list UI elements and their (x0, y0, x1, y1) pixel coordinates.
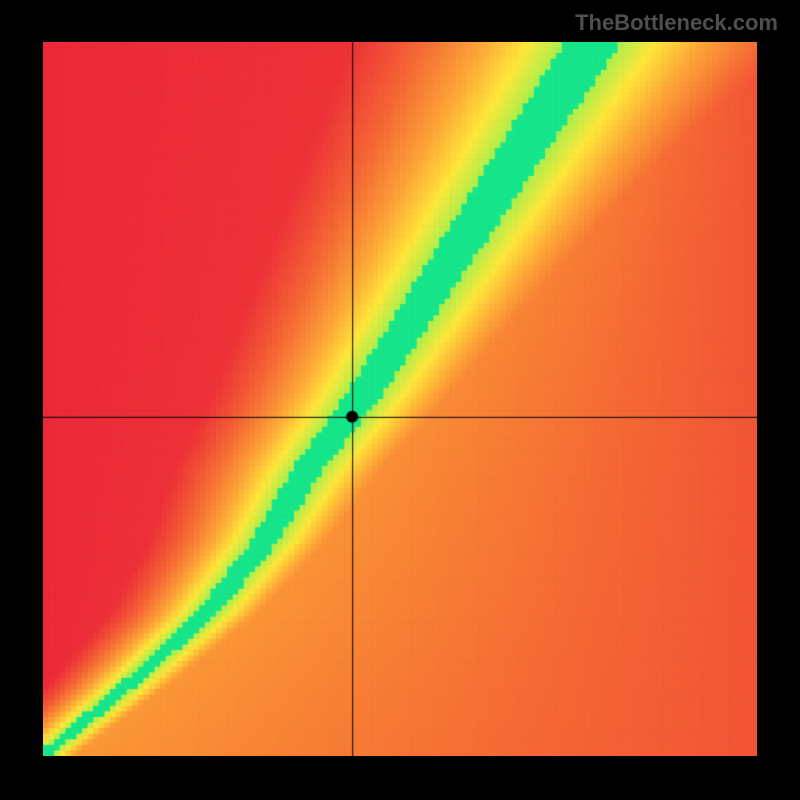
chart-container: TheBottleneck.com (0, 0, 800, 800)
watermark-text: TheBottleneck.com (575, 10, 778, 36)
bottleneck-heatmap (43, 42, 757, 756)
